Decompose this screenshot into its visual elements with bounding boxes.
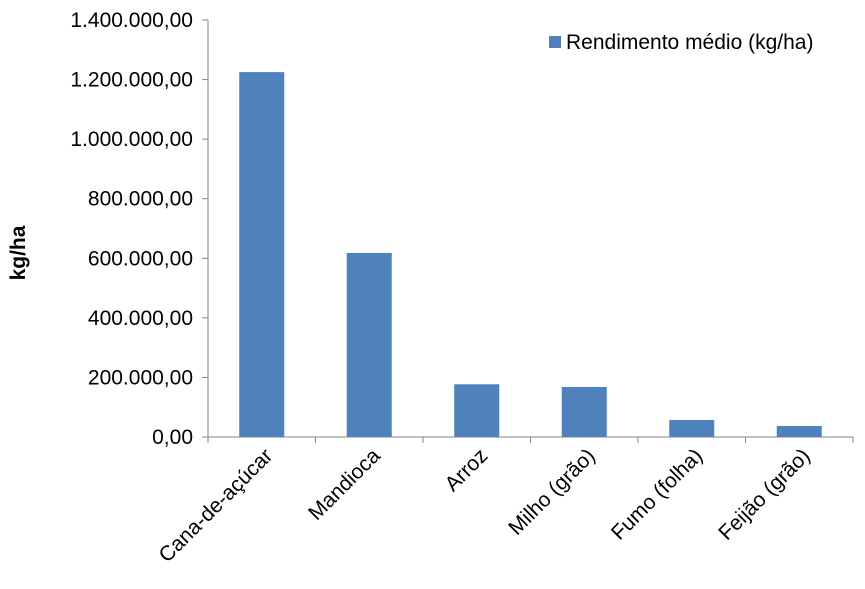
- y-tick-label: 200.000,00: [88, 366, 193, 389]
- y-tick-label: 1.200.000,00: [70, 69, 193, 92]
- y-axis-title: kg/ha: [7, 225, 30, 280]
- bar: [669, 420, 715, 437]
- x-category-label: Mandioca: [304, 444, 385, 525]
- y-axis: 0,00 200.000,00 400.000,00 600.000,00 800.00…: [70, 9, 209, 449]
- y-tick-label: 600.000,00: [88, 247, 193, 270]
- x-category-label: Arroz: [441, 444, 493, 496]
- x-category-label: Milho (grão): [504, 444, 599, 539]
- y-tick-label: 0,00: [152, 426, 193, 449]
- bar: [561, 386, 607, 437]
- legend-swatch: [549, 36, 561, 48]
- x-category-label: Feijão (grão): [714, 444, 814, 544]
- x-axis: Cana-de-açúcar Mandioca Arroz Milho (grão) F…: [155, 436, 854, 567]
- bar: [776, 425, 822, 437]
- bar: [346, 252, 392, 437]
- y-tick-label: 1.400.000,00: [70, 9, 193, 32]
- y-tick-label: 400.000,00: [88, 307, 193, 330]
- y-tick-label: 1.000.000,00: [70, 128, 193, 151]
- x-category-label: Fumo (folha): [607, 444, 707, 544]
- legend-label: Rendimento médio (kg/ha): [566, 31, 813, 54]
- x-category-label: Cana-de-açúcar: [155, 444, 278, 567]
- bar: [454, 384, 500, 437]
- legend: Rendimento médio (kg/ha): [549, 31, 813, 54]
- bar: [239, 72, 285, 437]
- y-tick-label: 800.000,00: [88, 188, 193, 211]
- bars: [239, 72, 822, 437]
